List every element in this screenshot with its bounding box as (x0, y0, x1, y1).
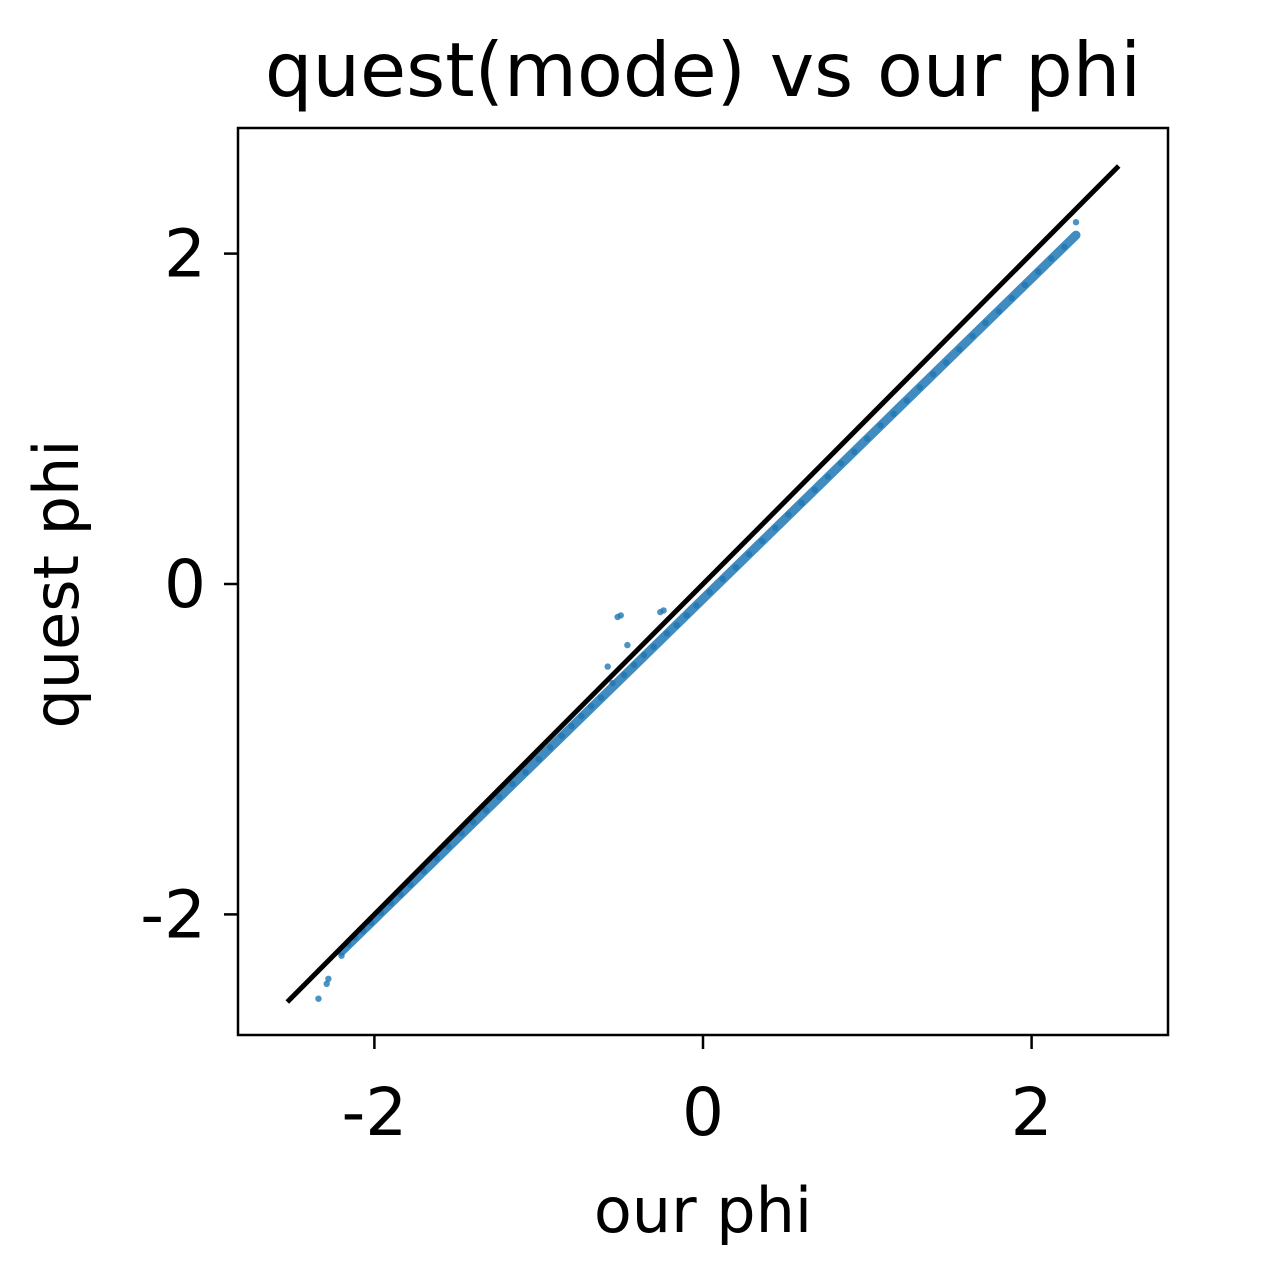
reference-line (285, 164, 1121, 1004)
scatter-point (798, 499, 805, 507)
x-tick-label: -2 (341, 1074, 407, 1151)
y-axis-ticks: -2 0 2 (140, 216, 238, 953)
scatter-point (509, 780, 516, 788)
scatter-point (568, 722, 575, 730)
scatter-point (1061, 243, 1068, 251)
scatter-point (929, 371, 937, 378)
scatter-point (338, 952, 345, 959)
scatter-point (325, 975, 332, 982)
scatter-point (864, 435, 871, 442)
reference-lines (285, 164, 1121, 1004)
scatter-point (943, 359, 950, 366)
y-tick-label: 2 (164, 216, 206, 293)
scatter-point (759, 537, 766, 545)
scatter-point (1008, 295, 1016, 302)
x-axis-label: our phi (594, 1174, 812, 1247)
scatter-point (640, 651, 647, 659)
scatter-point (982, 319, 989, 327)
scatter-points (315, 219, 1081, 1002)
scatter-point (995, 308, 1002, 315)
x-tick-label: 2 (1011, 1074, 1053, 1151)
scatter-point (969, 333, 976, 340)
scatter-point (617, 612, 624, 619)
scatter-point (535, 755, 542, 763)
scatter-point (558, 732, 565, 740)
scatter-point (811, 486, 818, 493)
scatter-point (745, 551, 753, 558)
scatter-point (1035, 268, 1042, 275)
scatter-point (1072, 219, 1080, 226)
scatter-point (660, 607, 667, 614)
y-axis-label: quest phi (20, 440, 93, 729)
scatter-point (496, 793, 503, 801)
plot-area (236, 126, 1170, 1037)
scatter-point (837, 460, 845, 467)
scatter-point (956, 346, 963, 353)
scatter-point (663, 630, 671, 637)
y-tick-label: 0 (164, 546, 206, 623)
scatter-point (588, 703, 595, 710)
y-tick-label: -2 (140, 876, 206, 953)
scatter-point (851, 448, 858, 455)
scatter-point (719, 575, 726, 583)
scatter-point (482, 807, 490, 814)
scatter-point (673, 622, 680, 629)
scatter-point (732, 564, 740, 571)
scatter-point (323, 980, 330, 987)
scatter-point (772, 524, 779, 531)
scatter-point (890, 410, 897, 417)
scatter-point (624, 641, 631, 649)
scatter-point (630, 661, 638, 669)
scatter-point (916, 384, 924, 391)
scatter-point (547, 744, 554, 751)
scatter-point (522, 769, 529, 776)
scatter-point (609, 679, 616, 687)
scatter-point (597, 694, 605, 702)
scatter-point (578, 712, 585, 720)
scatter-point (903, 397, 910, 404)
x-tick-label: 0 (682, 1074, 724, 1151)
scatter-point (620, 671, 628, 678)
scatter-point (604, 663, 611, 670)
scatter-point (693, 602, 700, 609)
scatter-point (1048, 255, 1055, 262)
scatter-point (1021, 281, 1029, 289)
scatter-point (706, 589, 713, 596)
x-axis-ticks: -2 0 2 (341, 1035, 1053, 1151)
scatter-point (785, 511, 792, 518)
chart-title: quest(mode) vs our phi (265, 26, 1141, 114)
scatter-point (315, 995, 322, 1002)
scatter-point (824, 473, 832, 480)
scatter-point (683, 612, 690, 619)
scatter-point (650, 643, 657, 650)
scatter-point (877, 422, 884, 429)
